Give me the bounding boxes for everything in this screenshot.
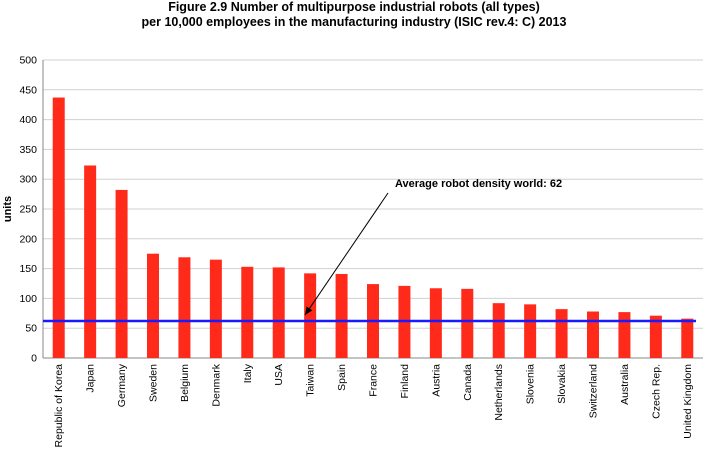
y-tick-label: 500 [19, 55, 37, 67]
bar [241, 266, 254, 358]
y-tick-label: 350 [19, 144, 37, 156]
bar [492, 303, 505, 358]
y-axis-title: units [2, 196, 14, 222]
bar [178, 257, 191, 358]
annotation-arrow-head [305, 306, 313, 316]
x-tick-label: Slovakia [556, 364, 568, 404]
x-tick-label: United Kingdom [682, 364, 694, 439]
bar [115, 189, 128, 358]
bars [52, 97, 694, 358]
y-axis-ticks: 0 50 100 150 200 250 300 350 400 450 500 [19, 55, 37, 365]
x-tick-label: Austria [430, 364, 442, 397]
x-tick-label: Denmark [210, 363, 222, 406]
y-tick-label: 450 [19, 84, 37, 96]
x-tick-label: Spain [336, 364, 348, 391]
x-tick-label: Australia [619, 364, 631, 405]
x-tick-label: Switzerland [588, 364, 600, 418]
bar [304, 273, 317, 358]
y-tick-label: 300 [19, 174, 37, 186]
bar [618, 312, 631, 358]
y-tick-label: 150 [19, 263, 37, 275]
x-tick-label: Czech Rep. [650, 364, 662, 419]
average-line-group: Average robot density world: 62 [43, 178, 696, 323]
bar [587, 311, 599, 358]
y-tick-label: 50 [25, 323, 37, 335]
chart-title: Figure 2.9 Number of multipurpose indust… [0, 0, 708, 30]
bar [555, 309, 568, 358]
y-tick-label: 400 [19, 114, 37, 126]
bar [681, 318, 694, 358]
bar [335, 273, 348, 358]
x-tick-label: Finland [399, 364, 411, 399]
x-tick-label: Japan [85, 364, 97, 393]
bar [429, 288, 442, 358]
x-tick-label: Taiwan [305, 364, 317, 397]
bar [649, 315, 662, 358]
y-tick-label: 100 [19, 293, 37, 305]
x-tick-label: Italy [242, 363, 254, 383]
chart-title-line-1: Figure 2.9 Number of multipurpose indust… [168, 0, 540, 14]
x-tick-label: Republic of Korea [53, 364, 65, 448]
bar [84, 165, 97, 358]
x-tick-label: Germany [116, 363, 128, 407]
x-tick-label: Canada [462, 364, 474, 401]
x-tick-label: USA [273, 364, 285, 386]
x-tick-label: France [368, 364, 380, 397]
bar [272, 267, 285, 358]
x-tick-label: Netherlands [493, 364, 505, 421]
x-tick-label: Belgium [179, 364, 191, 402]
x-tick-label: Slovenia [525, 364, 537, 404]
y-tick-label: 200 [19, 233, 37, 245]
bar [52, 97, 65, 358]
y-tick-label: 0 [31, 353, 37, 365]
bar [147, 253, 159, 358]
annotation-arrow-line [304, 192, 389, 316]
bar [209, 259, 222, 358]
chart-title-line-2: per 10,000 employees in the manufacturin… [141, 15, 567, 29]
bar [524, 304, 537, 358]
average-annotation: Average robot density world: 62 [395, 178, 562, 190]
x-axis-labels: Republic of Korea Japan Germany Sweden Belgi… [53, 363, 694, 447]
bar [461, 288, 474, 358]
x-tick-label: Sweden [148, 364, 160, 402]
y-tick-label: 250 [19, 204, 37, 216]
